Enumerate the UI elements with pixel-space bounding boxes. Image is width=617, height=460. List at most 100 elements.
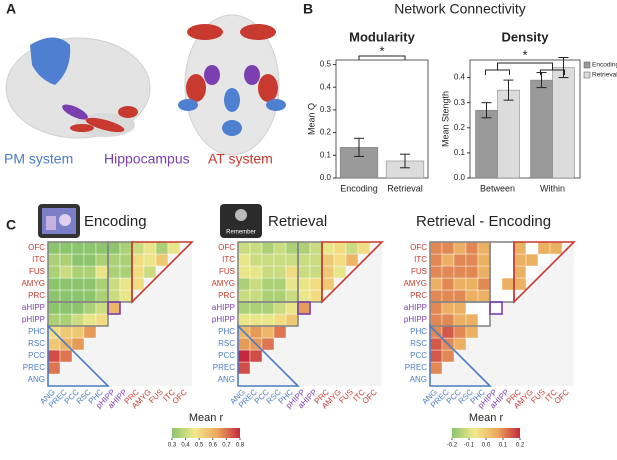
legend-label: Retrieval [592, 72, 617, 79]
sig-bracket [485, 62, 565, 75]
matrix-cell [47, 337, 61, 351]
matrix-cell [465, 265, 479, 279]
matrix-cell [453, 301, 467, 315]
row-label: PRC [28, 291, 45, 300]
legend-label: Encoding [592, 62, 617, 69]
matrix-cell [83, 325, 97, 339]
row-label: ANG [410, 375, 427, 384]
matrix-cell [285, 301, 299, 315]
matrix-cell [249, 313, 263, 327]
encoding-icon [38, 204, 80, 238]
matrix-cell [297, 241, 311, 255]
matrix-cell [95, 289, 109, 303]
matrix-cell [131, 253, 145, 267]
matrix-cell [155, 241, 169, 255]
row-label: PREC [213, 363, 235, 372]
matrix-cell [47, 361, 61, 375]
row-label: OFC [410, 243, 427, 252]
matrix-cell [83, 265, 97, 279]
matrix-cell [47, 301, 61, 315]
panel-label: B [303, 1, 313, 17]
matrix-cell [357, 241, 371, 255]
matrix-cell [107, 277, 121, 291]
matrix-cell [131, 265, 145, 279]
matrix-cell [489, 289, 503, 303]
matrix-cell [309, 289, 323, 303]
row-label: FUS [411, 267, 427, 276]
matrix-cell [513, 277, 527, 291]
colorbar-tick-label: 0.5 [195, 443, 204, 449]
matrix-cell [441, 265, 455, 279]
row-label: RSC [218, 339, 235, 348]
matrix-cell [167, 241, 181, 255]
panel-b-title: Network Connectivity [394, 1, 526, 17]
row-label: aHIPP [22, 303, 45, 312]
matrix-cell [333, 241, 347, 255]
matrix-cell [441, 301, 455, 315]
matrix-cell [345, 253, 359, 267]
matrix-cell [297, 301, 311, 315]
matrix-cell [107, 241, 121, 255]
matrix-cell [59, 325, 73, 339]
matrix-cell [237, 241, 251, 255]
sig-bracket [358, 55, 406, 60]
matrix-cell [119, 253, 133, 267]
hipp-outline [107, 301, 121, 315]
matrix-cell [131, 277, 145, 291]
y-tick-label: 0.0 [320, 173, 332, 182]
matrix-cell [237, 313, 251, 327]
matrix-cell [261, 253, 275, 267]
matrix-cell [71, 241, 85, 255]
row-label: RSC [28, 339, 45, 348]
colorbar-tick-label: 0.0 [482, 443, 491, 449]
bar [552, 67, 575, 179]
matrix-cell [489, 241, 503, 255]
matrix-cell [429, 289, 443, 303]
matrix-cell [489, 253, 503, 267]
matrix-cell [429, 253, 443, 267]
icon-text: Remember [226, 230, 256, 236]
matrix-cell [143, 241, 157, 255]
matrix-cell [273, 241, 287, 255]
matrix-cell [59, 241, 73, 255]
matrix-cell [261, 265, 275, 279]
matrix-cell [59, 301, 73, 315]
matrix-cell [429, 337, 443, 351]
matrix-cell [465, 277, 479, 291]
matrix-cell [285, 265, 299, 279]
matrix-cell [489, 265, 503, 279]
matrix-cell [59, 289, 73, 303]
y-tick-label: 0.3 [454, 98, 466, 107]
matrix-cell [501, 241, 515, 255]
row-label: AMYG [21, 279, 45, 288]
matrix-cell [429, 277, 443, 291]
colorbar-tick-label: -0.2 [447, 443, 458, 449]
pm-outline [47, 324, 110, 387]
row-label: aHIPP [212, 303, 235, 312]
row-label: PCC [218, 351, 235, 360]
matrix-cell [83, 289, 97, 303]
colorbar-tick-label: 0.8 [236, 443, 245, 449]
matrix-cell [309, 277, 323, 291]
matrix-cell [95, 301, 109, 315]
row-label: ITC [222, 255, 235, 264]
row-label: FUS [219, 267, 235, 276]
column-label: OFC [361, 387, 379, 405]
colorbar-tick-label: 0.2 [516, 443, 525, 449]
matrix-cell [261, 337, 275, 351]
matrix-cell [489, 277, 503, 291]
sig-star: * [379, 43, 384, 58]
colorbar [172, 428, 240, 438]
matrix-cell [453, 241, 467, 255]
matrix-cell [489, 301, 503, 315]
matrix-cell [309, 253, 323, 267]
matrix-cell [465, 313, 479, 327]
colorbar-label: Mean r [469, 412, 504, 424]
matrix-cell [119, 241, 133, 255]
row-label: ITC [414, 255, 427, 264]
matrix-cell [453, 313, 467, 327]
hipp-outline [297, 301, 311, 315]
y-axis-label: Mean Q [306, 103, 316, 135]
matrix-cell [83, 241, 97, 255]
